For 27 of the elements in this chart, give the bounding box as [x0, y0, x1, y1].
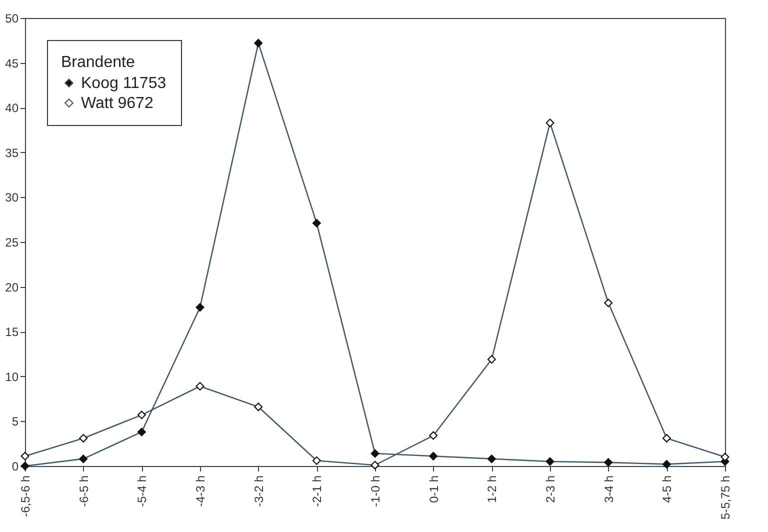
- y-tick-label: 50: [5, 12, 19, 26]
- x-tick-label: 5-5,75 h: [718, 476, 732, 520]
- x-tick-label: -6,5-6 h: [18, 476, 32, 517]
- y-tick-label: 15: [5, 325, 19, 340]
- y-tick-label: 30: [5, 190, 19, 205]
- y-tick-label: 45: [5, 56, 19, 70]
- x-tick-label: -6-5 h: [76, 476, 91, 507]
- y-tick-label: 10: [5, 370, 19, 384]
- y-tick-label: 0: [12, 460, 19, 474]
- x-tick-label: 1-2 h: [485, 476, 500, 503]
- y-tick-label: 40: [5, 101, 19, 116]
- x-tick-label: 2-3 h: [544, 476, 558, 503]
- legend-label: Watt 9672: [81, 95, 154, 112]
- y-tick-label: 35: [5, 146, 19, 160]
- legend-title: Brandente: [61, 54, 135, 71]
- x-tick-label: -1-0 h: [368, 476, 382, 507]
- x-tick-label: -5-4 h: [135, 476, 150, 507]
- y-tick-label: 25: [5, 236, 19, 250]
- x-tick-label: 4-5 h: [660, 476, 674, 503]
- x-tick-label: -3-2 h: [252, 476, 266, 507]
- x-tick-label: -4-3 h: [194, 476, 208, 507]
- y-tick-label: 5: [12, 414, 19, 429]
- legend-label: Koog 11753: [81, 75, 166, 92]
- x-tick-label: -2-1 h: [310, 476, 324, 507]
- y-tick-label: 20: [5, 280, 19, 294]
- x-tick-label: 3-4 h: [602, 476, 616, 503]
- x-tick-label: 0-1 h: [426, 476, 441, 503]
